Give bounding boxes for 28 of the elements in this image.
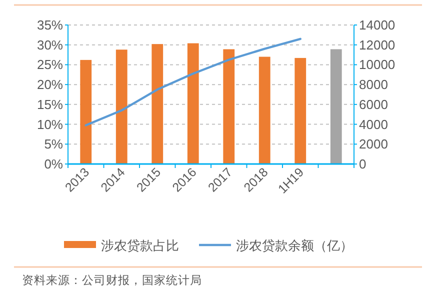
y-tick-label: 25%	[36, 57, 64, 72]
bar	[223, 49, 235, 164]
y2-tick-label: 14000	[359, 18, 396, 32]
bar	[258, 56, 270, 164]
bar	[187, 43, 199, 164]
y2-tick-label: 2000	[359, 136, 388, 152]
y-tick-label: 30%	[36, 37, 64, 52]
bar	[116, 50, 128, 164]
bar	[294, 58, 306, 164]
bar	[80, 60, 92, 164]
y2-tick-label: 12000	[359, 37, 396, 52]
y-tick-label: 0%	[44, 156, 64, 172]
legend-label: 涉农贷款占比	[101, 238, 179, 253]
y2-tick-label: 6000	[359, 96, 388, 112]
legend-label: 涉农贷款余额（亿）	[236, 238, 353, 253]
y-tick-label: 15%	[36, 96, 64, 112]
bar	[152, 44, 164, 164]
y-tick-label: 5%	[44, 136, 64, 152]
y2-tick-label: 10000	[359, 57, 396, 72]
text: 资料来源：公司财报，国家统计局	[22, 273, 202, 287]
y2-tick-label: 4000	[359, 116, 388, 132]
y-tick-label: 35%	[36, 18, 64, 32]
y2-tick-label: 0	[359, 156, 366, 172]
y2-tick-label: 8000	[359, 77, 388, 92]
y-tick-label: 10%	[36, 116, 64, 132]
y-tick-label: 20%	[36, 77, 64, 92]
line-series	[84, 38, 302, 126]
bar	[330, 49, 342, 164]
